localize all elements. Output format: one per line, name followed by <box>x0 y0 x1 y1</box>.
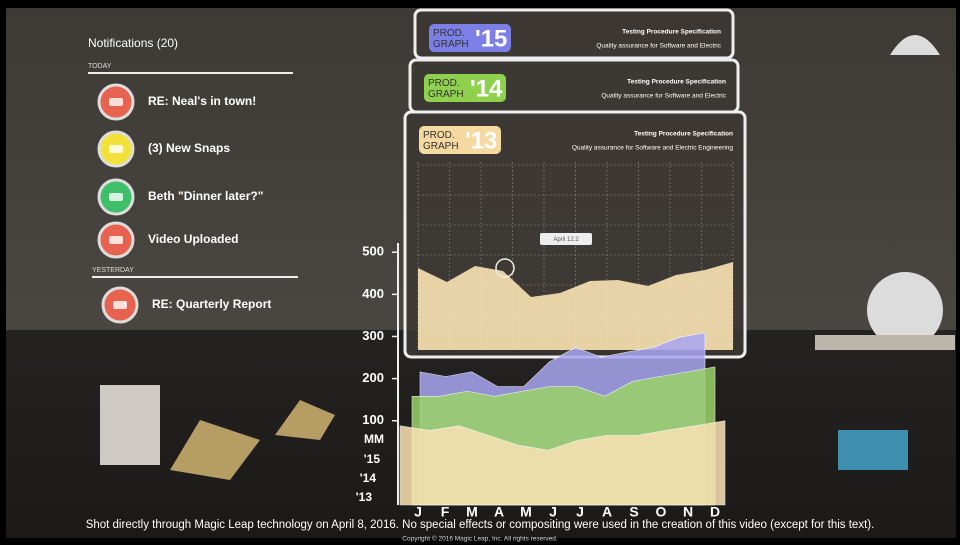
badge-line: PROD. <box>423 130 455 141</box>
icon-glyph <box>109 98 123 106</box>
notifications: Notifications (20) TODAY YESTERDAY RE: N… <box>88 36 298 324</box>
tooltip: April 12.2 <box>553 237 579 243</box>
badge-label: PROD. GRAPH <box>433 28 469 50</box>
area <box>399 420 726 506</box>
badge-label: PROD. GRAPH <box>428 78 464 100</box>
pointer <box>495 258 515 278</box>
pencil-cup <box>100 385 160 465</box>
badge-line: GRAPH <box>428 89 464 100</box>
panel-heading: Testing Procedure Specification <box>627 79 726 86</box>
x-tick-label: A <box>494 504 504 520</box>
helmet <box>867 272 943 348</box>
x-tick-label: A <box>602 504 612 520</box>
tooltip-box <box>540 233 592 245</box>
x-tick-label: J <box>576 504 584 520</box>
panels: PROD. GRAPH '15 Testing Procedure Specifica… <box>403 8 747 359</box>
badge-line: PROD. <box>433 28 465 39</box>
x-tick-label: J <box>549 504 557 520</box>
icon-glyph <box>109 145 123 153</box>
badge-line: GRAPH <box>423 141 459 152</box>
y-tick-label: 100 <box>362 412 384 427</box>
y-tick-label: 500 <box>362 244 384 259</box>
notification-text: (3) New Snaps <box>148 141 230 155</box>
notifications-title: Notifications (20) <box>88 36 178 50</box>
x-tick-label: O <box>656 504 667 520</box>
year: '13 <box>465 127 497 154</box>
depth-label: '14 <box>360 471 377 485</box>
table <box>815 335 955 350</box>
badge <box>429 24 511 52</box>
x-tick-label: F <box>441 504 450 520</box>
section-label: YESTERDAY <box>92 267 134 274</box>
x-tick-label: N <box>683 504 693 520</box>
caption: Shot directly through Magic Leap technol… <box>86 519 875 531</box>
panel-heading: Testing Procedure Specification <box>634 131 733 138</box>
x-tick-label: M <box>466 504 478 520</box>
panel-heading: Testing Procedure Specification <box>622 29 721 36</box>
y-tick-label: 400 <box>362 286 384 301</box>
x-tick-label: D <box>710 504 720 520</box>
depth-label: '13 <box>356 490 373 504</box>
section-label: TODAY <box>88 63 112 70</box>
icon-glyph <box>109 193 123 201</box>
depth-label: MM <box>364 432 384 446</box>
x-tick-label: J <box>414 504 422 520</box>
panel-text: Quality assurance for Software and Elect… <box>601 93 726 100</box>
copyright: Copyright © 2016 Magic Leap, Inc. All ri… <box>402 535 558 543</box>
wood-block <box>170 420 260 480</box>
icon-glyph <box>113 301 127 309</box>
x-tick-label: M <box>520 504 532 520</box>
logo <box>890 35 940 55</box>
y-tick-label: 300 <box>362 328 384 343</box>
badge <box>419 126 501 154</box>
panel-text: Quality assurance for Software and Elect… <box>572 145 734 152</box>
year: '14 <box>470 75 503 102</box>
x-tick-label: S <box>629 504 638 520</box>
panel-graph <box>418 262 733 350</box>
notification-text: RE: Quarterly Report <box>152 297 271 311</box>
panel-text: Quality assurance for Software and Elect… <box>596 43 721 50</box>
badge-line: GRAPH <box>433 39 469 50</box>
badge-label: PROD. GRAPH <box>423 130 459 152</box>
badge-line: PROD. <box>428 78 460 89</box>
wood-block <box>275 400 335 440</box>
notification-text: RE: Neal's in town! <box>148 94 256 108</box>
year: '15 <box>475 25 507 52</box>
box <box>838 430 908 470</box>
icon-glyph <box>109 236 123 244</box>
notification-text: Beth "Dinner later?" <box>148 189 263 203</box>
notification-text: Video Uploaded <box>148 232 238 246</box>
y-tick-label: 200 <box>362 370 384 385</box>
depth-label: '15 <box>364 452 381 466</box>
badge <box>424 74 506 102</box>
